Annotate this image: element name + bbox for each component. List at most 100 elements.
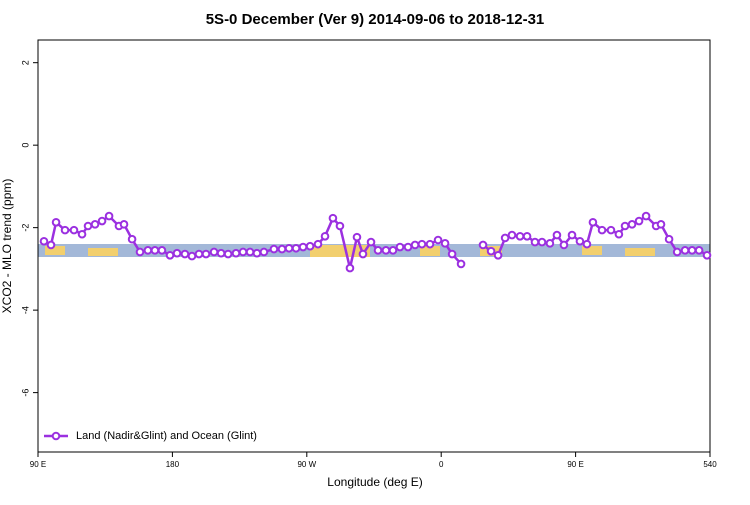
- data-point: [395, 242, 405, 252]
- legend-marker: [51, 431, 61, 441]
- data-point: [687, 246, 697, 255]
- y-tick-label: -6: [20, 389, 30, 397]
- data-point: [515, 232, 525, 241]
- data-point: [606, 225, 616, 235]
- chart-title: 5S-0 December (Ver 9) 2014-09-06 to 2018…: [206, 11, 545, 28]
- data-point: [403, 242, 413, 252]
- data-point: [60, 225, 70, 235]
- y-axis-label: XCO2 - MLO trend (ppm): [0, 179, 14, 314]
- data-point: [277, 244, 287, 254]
- legend-label: Land (Nadir&Glint) and Ocean (Glint): [76, 430, 257, 442]
- x-tick-label: 0: [439, 460, 444, 469]
- data-point: [641, 211, 651, 221]
- data-point: [456, 259, 466, 269]
- data-point: [51, 217, 61, 227]
- data-point: [157, 246, 167, 255]
- data-point: [627, 220, 637, 229]
- data-point: [172, 248, 182, 258]
- data-point: [500, 233, 510, 243]
- data-point: [284, 243, 294, 253]
- data-point: [180, 249, 190, 259]
- data-point: [201, 249, 211, 259]
- data-point: [83, 221, 93, 231]
- data-point: [417, 239, 427, 249]
- data-point: [320, 232, 330, 241]
- plot-frame: [37, 39, 711, 453]
- data-point: [298, 242, 308, 252]
- data-point: [433, 235, 443, 245]
- data-point: [545, 239, 555, 248]
- data-point: [252, 248, 262, 258]
- data-point: [127, 234, 137, 244]
- y-tick-label: -2: [20, 224, 30, 232]
- data-point: [507, 230, 517, 240]
- data-point: [328, 213, 338, 223]
- x-axis-label: Longitude (deg E): [327, 475, 422, 489]
- x-tick-label: 90 E: [30, 460, 46, 469]
- data-point: [373, 246, 383, 255]
- data-point: [291, 243, 301, 253]
- x-tick-label: 90 W: [297, 460, 316, 469]
- y-tick-label: -4: [20, 306, 30, 314]
- data-point: [575, 236, 585, 246]
- data-point: [694, 246, 704, 255]
- data-point: [410, 240, 420, 250]
- data-point: [165, 250, 175, 260]
- data-point: [187, 251, 197, 261]
- data-point: [150, 246, 160, 255]
- data-point: [530, 237, 540, 247]
- data-point: [634, 216, 644, 226]
- data-point: [664, 234, 674, 244]
- data-point: [486, 246, 496, 256]
- data-point: [620, 221, 630, 231]
- data-point: [358, 249, 368, 259]
- data-point: [305, 241, 315, 251]
- data-point: [552, 230, 562, 240]
- data-point: [425, 239, 435, 249]
- data-point: [440, 239, 450, 248]
- data-point: [259, 247, 269, 257]
- x-tick-label: 90 E: [567, 460, 583, 469]
- data-point: [69, 225, 79, 235]
- data-point: [493, 250, 503, 260]
- data-point: [119, 220, 129, 229]
- data-point: [269, 244, 279, 254]
- data-point: [77, 229, 87, 239]
- data-point: [90, 220, 100, 229]
- data-point: [614, 229, 624, 239]
- data-point: [656, 220, 666, 229]
- data-point: [588, 217, 598, 227]
- data-point: [104, 211, 114, 221]
- data-point: [223, 249, 233, 259]
- data-point: [559, 240, 569, 250]
- data-point: [209, 247, 219, 257]
- data-point: [143, 246, 153, 255]
- data-point: [702, 250, 712, 260]
- x-tick-label: 540: [703, 460, 717, 469]
- data-point: [345, 263, 355, 273]
- data-point: [135, 247, 145, 257]
- y-tick-label: 2: [20, 60, 30, 65]
- data-point: [672, 247, 682, 257]
- data-point: [388, 246, 398, 255]
- data-point: [597, 225, 607, 235]
- data-point: [39, 236, 49, 246]
- data-point: [97, 216, 107, 226]
- data-point: [447, 249, 457, 259]
- data-point: [313, 239, 323, 249]
- data-point: [478, 240, 488, 250]
- data-point: [537, 237, 547, 247]
- data-point: [231, 248, 241, 258]
- data-point: [335, 221, 345, 231]
- data-point: [522, 232, 532, 241]
- data-point: [245, 247, 255, 257]
- data-point: [46, 240, 56, 250]
- data-point: [216, 248, 226, 258]
- data-point: [582, 239, 592, 249]
- data-point: [680, 246, 690, 255]
- data-point: [194, 249, 204, 259]
- data-point: [567, 230, 577, 240]
- data-point: [352, 232, 362, 242]
- y-tick-label: 0: [20, 143, 30, 148]
